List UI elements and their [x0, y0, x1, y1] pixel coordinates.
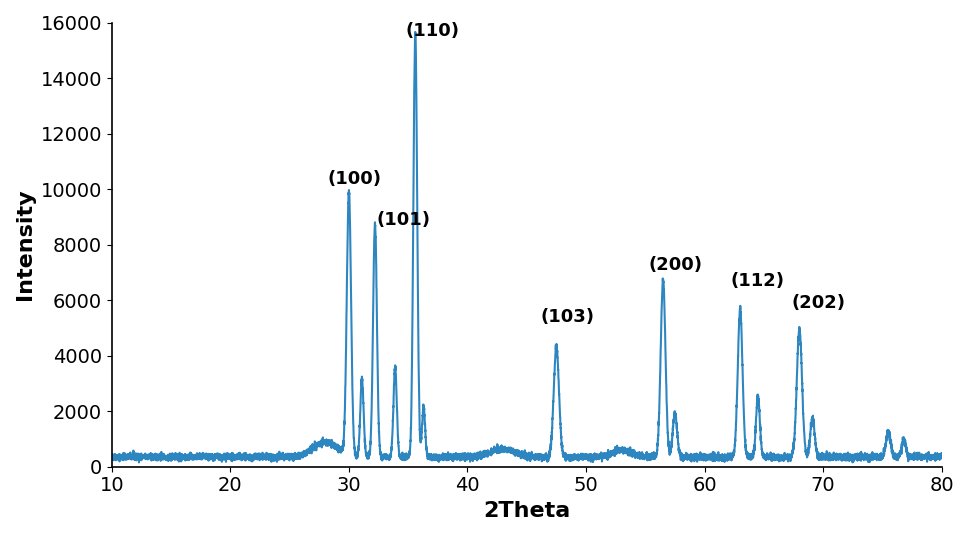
Text: (100): (100) [328, 169, 382, 188]
Text: (202): (202) [791, 294, 845, 312]
Text: (101): (101) [376, 211, 430, 229]
Text: (103): (103) [541, 308, 595, 326]
Text: (110): (110) [406, 23, 460, 40]
Text: (200): (200) [649, 256, 703, 273]
Text: (112): (112) [731, 272, 785, 291]
X-axis label: 2Theta: 2Theta [484, 501, 571, 521]
Y-axis label: Intensity: Intensity [15, 189, 35, 300]
